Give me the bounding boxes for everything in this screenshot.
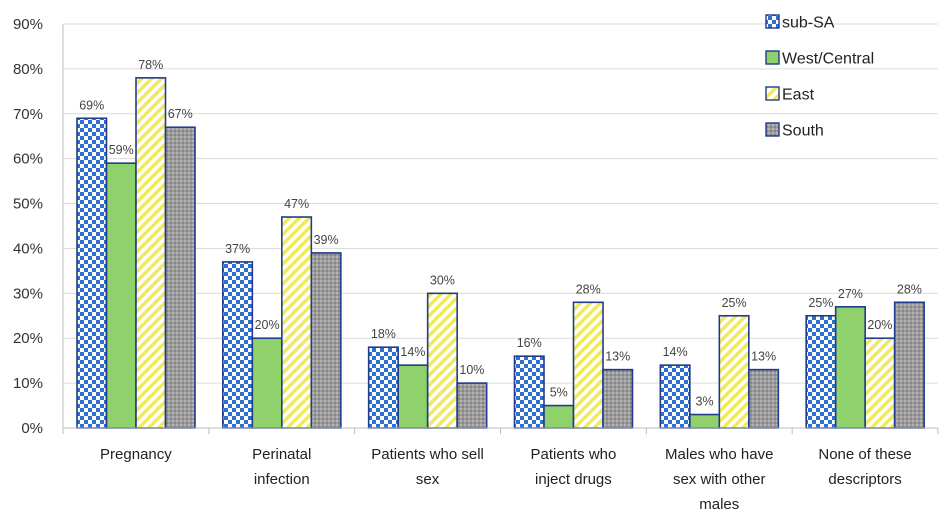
data-label: 18% [371, 327, 396, 341]
x-category-label: inject drugs [535, 471, 612, 488]
legend-label: East [782, 87, 815, 104]
legend-label: South [782, 123, 824, 140]
bar-east [864, 337, 896, 429]
data-label: 14% [663, 345, 688, 359]
data-label: 10% [459, 363, 484, 377]
data-label: 13% [605, 350, 630, 364]
y-tick-label: 50% [13, 196, 43, 213]
x-category-label: males [699, 496, 739, 509]
bar-sub-sa [659, 364, 691, 429]
data-label: 39% [314, 233, 339, 247]
x-category-label: descriptors [828, 471, 901, 488]
bar-south [310, 252, 342, 429]
y-axis: 0% 10% 20% 30% 40% 50% 60% 70% 80% 90% [13, 16, 64, 437]
y-tick-label: 70% [13, 106, 43, 123]
data-label: 67% [168, 107, 193, 121]
bar-west-central [834, 305, 866, 429]
bar-west-central [543, 404, 575, 429]
data-label: 47% [284, 197, 309, 211]
bar-west-central [689, 413, 721, 429]
data-label: 59% [109, 143, 134, 157]
bar-west-central [397, 364, 429, 429]
y-tick-label: 60% [13, 151, 43, 168]
data-label: 69% [79, 98, 104, 112]
x-category-label: Patients who sell [371, 446, 484, 463]
x-category-label: Perinatal [252, 446, 311, 463]
x-category-label: infection [254, 471, 310, 488]
bar-sub-sa [222, 261, 254, 429]
data-label: 13% [751, 350, 776, 364]
data-label: 20% [867, 318, 892, 332]
bar-south [456, 382, 488, 429]
x-axis: Pregnancy Perinatal infection Patients who … [62, 427, 939, 509]
data-label: 27% [838, 287, 863, 301]
data-label: 28% [576, 282, 601, 296]
x-category-label: Pregnancy [100, 446, 172, 463]
gridlines [63, 23, 938, 384]
bar-sub-sa [367, 346, 399, 429]
bar-south [164, 126, 196, 429]
bar-south [893, 301, 925, 429]
data-label: 3% [696, 395, 714, 409]
y-tick-label: 80% [13, 61, 43, 78]
y-tick-label: 90% [13, 16, 43, 33]
data-label: 14% [400, 345, 425, 359]
y-tick-label: 30% [13, 285, 43, 302]
x-category-label: None of these [818, 446, 911, 463]
bar-sub-sa [805, 314, 837, 429]
legend: sub-SA West/Central East South [765, 14, 874, 140]
data-label: 20% [255, 318, 280, 332]
data-label: 25% [808, 296, 833, 310]
bar-west-central [105, 162, 137, 429]
bar-south [602, 368, 634, 429]
x-category-label: Males who have [665, 446, 773, 463]
bar-east [281, 216, 313, 429]
data-labels: 69% 59% 78% 67% 37% 20% 47% 39% 18% 14% 30% 10% 16% 5… [79, 58, 922, 409]
bar-south [748, 368, 780, 429]
bar-east [718, 314, 750, 429]
data-label: 37% [225, 242, 250, 256]
data-label: 16% [517, 336, 542, 350]
data-label: 5% [550, 386, 568, 400]
y-tick-label: 10% [13, 375, 43, 392]
bar-east [572, 301, 604, 429]
y-tick-label: 0% [21, 420, 43, 437]
legend-swatch [765, 122, 780, 137]
y-tick-label: 20% [13, 330, 43, 347]
y-tick-label: 40% [13, 240, 43, 257]
x-category-label: sex with other [673, 471, 766, 488]
legend-label: West/Central [782, 51, 874, 68]
x-category-label: Patients who [530, 446, 616, 463]
legend-swatch [765, 50, 780, 65]
legend-label: sub-SA [782, 15, 835, 32]
legend-swatch [765, 86, 780, 101]
data-label: 78% [138, 58, 163, 72]
data-label: 25% [722, 296, 747, 310]
data-label: 28% [897, 282, 922, 296]
bar-west-central [251, 337, 283, 429]
data-label: 30% [430, 273, 455, 287]
bar-east [426, 292, 458, 429]
bar-sub-sa [76, 117, 108, 429]
bar-east [135, 77, 167, 429]
x-category-label: sex [416, 471, 440, 488]
legend-swatch [765, 14, 780, 29]
bar-sub-sa [513, 355, 545, 429]
